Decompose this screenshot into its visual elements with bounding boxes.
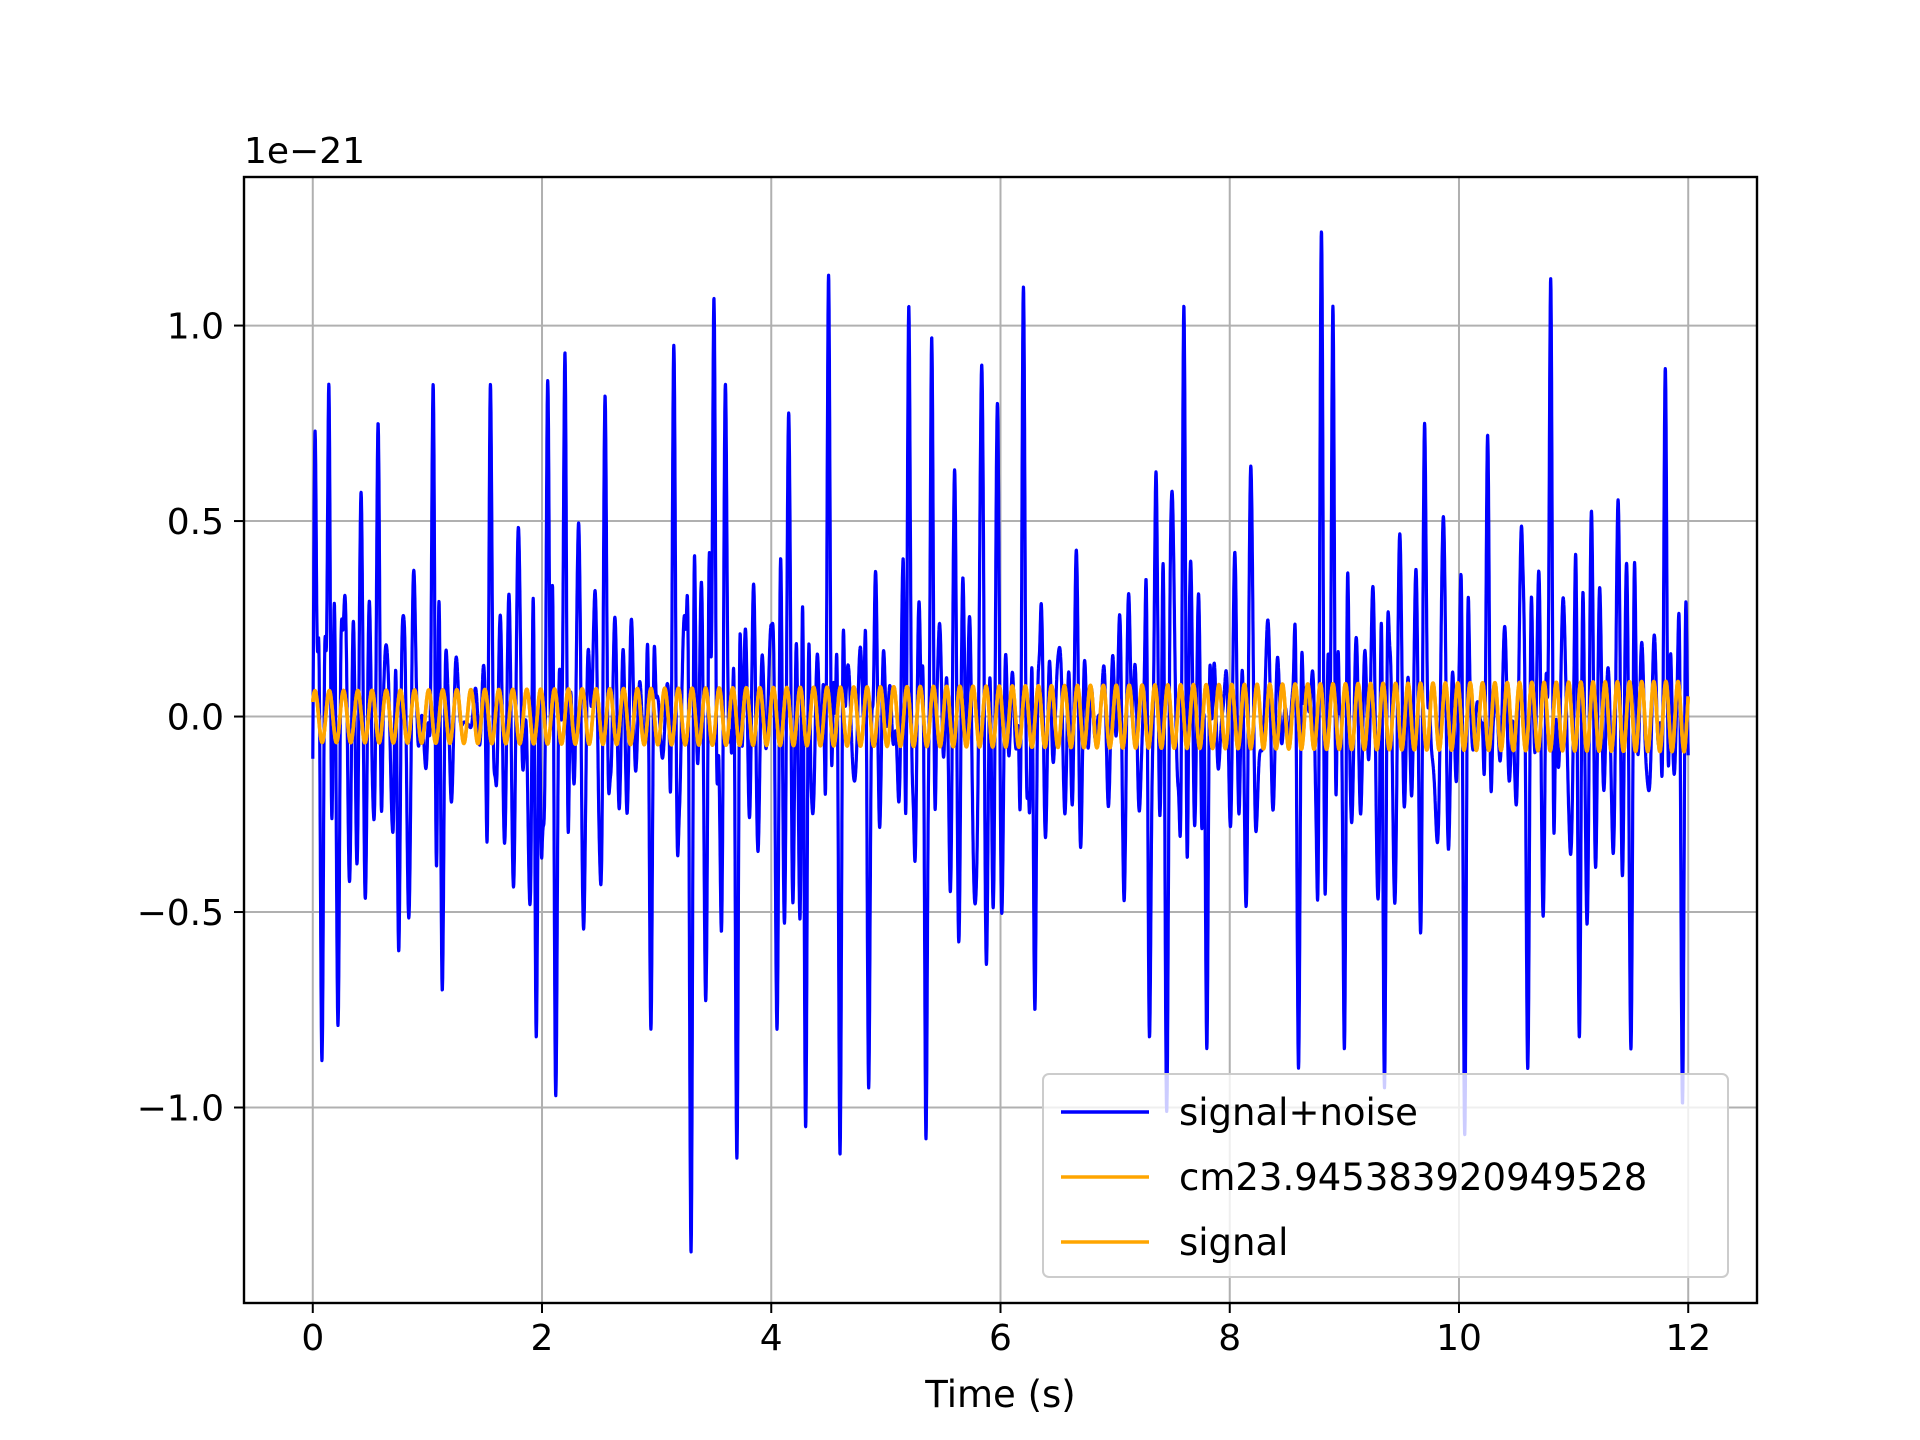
legend-box [1042, 1073, 1729, 1278]
series-line-signal [311, 679, 1690, 754]
y-axis-offset-label: 1e−21 [244, 131, 365, 172]
legend: signal+noise cm23.945383920949528 signal [1042, 1073, 1729, 1278]
y-tick-label: 1.0 [167, 307, 224, 348]
x-tick-label: 2 [531, 1318, 554, 1359]
legend-label: signal+noise [1179, 1091, 1418, 1134]
x-axis-label: Time (s) [924, 1373, 1075, 1416]
x-axis-ticks: 0 2 4 6 8 10 12 [301, 1303, 1711, 1359]
y-tick-label: −0.5 [137, 893, 224, 934]
x-tick-label: 8 [1218, 1318, 1241, 1359]
legend-label: cm23.945383920949528 [1179, 1156, 1647, 1199]
y-tick-label: −1.0 [137, 1089, 224, 1130]
x-tick-label: 10 [1436, 1318, 1482, 1359]
x-tick-label: 6 [989, 1318, 1012, 1359]
x-tick-label: 4 [760, 1318, 783, 1359]
x-tick-label: 12 [1665, 1318, 1711, 1359]
legend-label: signal [1179, 1221, 1288, 1264]
series-line-signal-noise [311, 230, 1690, 1254]
y-tick-label: 0.5 [167, 502, 224, 543]
y-axis-ticks: −1.0 −0.5 0.0 0.5 1.0 [137, 307, 244, 1130]
series-layer [311, 230, 1690, 1254]
x-tick-label: 0 [301, 1318, 324, 1359]
y-tick-label: 0.0 [167, 698, 224, 739]
